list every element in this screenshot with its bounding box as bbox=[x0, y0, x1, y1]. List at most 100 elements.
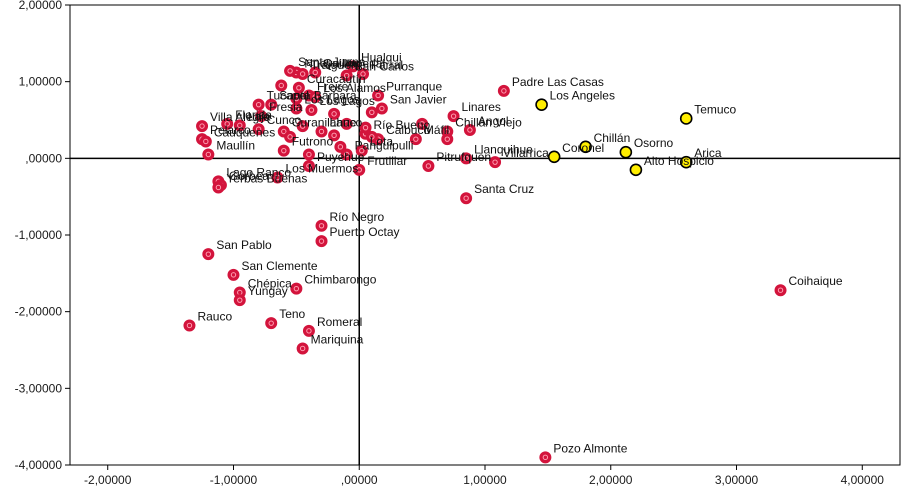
point-red bbox=[375, 102, 388, 115]
point-red bbox=[255, 110, 268, 123]
point-red-ring bbox=[777, 287, 784, 293]
point-label: Los Lagos bbox=[319, 94, 374, 108]
point-red-ring bbox=[425, 163, 432, 169]
point-red-ring bbox=[293, 95, 300, 102]
point-red-ring bbox=[362, 124, 369, 131]
point-label: Los Angeles bbox=[550, 89, 615, 103]
point-red-ring bbox=[274, 174, 281, 181]
point-label: Cauquenes bbox=[214, 125, 275, 139]
point-label: Puyehue bbox=[317, 150, 365, 164]
point-label: Laja bbox=[248, 109, 271, 123]
point-red bbox=[296, 120, 309, 133]
point-label: Yungay bbox=[248, 284, 288, 298]
point-red-ring bbox=[287, 68, 293, 74]
point-red-ring bbox=[463, 195, 469, 201]
point-red bbox=[365, 130, 378, 143]
point-red-ring bbox=[293, 105, 300, 112]
point-red-ring bbox=[492, 159, 498, 165]
point-label: Curacautín bbox=[307, 72, 366, 86]
point-label: Villa Alegre bbox=[210, 110, 270, 124]
point-red-ring bbox=[281, 147, 287, 154]
point-label: Maullín bbox=[216, 139, 255, 153]
point-red-ring bbox=[308, 107, 315, 113]
point-red bbox=[233, 119, 246, 132]
point-yellow bbox=[535, 98, 548, 111]
y-tick-label: -1,00000 bbox=[15, 228, 63, 242]
point-red bbox=[774, 284, 787, 297]
point-label: San Clemente bbox=[241, 259, 317, 273]
point-red bbox=[460, 152, 473, 165]
point-red bbox=[365, 106, 378, 119]
point-red-ring bbox=[299, 345, 306, 352]
point-yellow bbox=[629, 163, 643, 177]
point-red-ring bbox=[312, 69, 318, 76]
point-red bbox=[340, 148, 353, 161]
point-red-ring bbox=[281, 128, 287, 135]
point-red-ring bbox=[359, 147, 365, 154]
point-red bbox=[315, 125, 328, 138]
point-label: Fresia bbox=[269, 100, 303, 114]
point-label: Linares bbox=[462, 100, 501, 114]
point-red bbox=[334, 140, 347, 153]
point-label: Los Lagos bbox=[304, 93, 359, 107]
point-label: Pitrufquén bbox=[436, 150, 491, 164]
point-red bbox=[277, 144, 290, 157]
point-red bbox=[340, 69, 353, 82]
point-red-ring bbox=[343, 121, 350, 127]
point-red-ring bbox=[312, 94, 318, 100]
point-label: San Pablo bbox=[216, 238, 272, 252]
point-red-ring bbox=[255, 126, 262, 132]
point-label: Los Muermos bbox=[286, 162, 359, 176]
point-label: Llanquihue bbox=[474, 142, 533, 156]
point-label: Calbuco bbox=[386, 123, 430, 137]
point-red bbox=[309, 66, 322, 79]
point-yellow bbox=[679, 155, 693, 169]
point-label: Lago Ranco bbox=[226, 165, 291, 179]
point-red-ring bbox=[186, 322, 193, 329]
point-label: Pelarco bbox=[210, 123, 251, 137]
point-label: San Carlos bbox=[355, 60, 414, 74]
point-red-ring bbox=[343, 151, 350, 158]
point-red-ring bbox=[287, 134, 293, 140]
point-label: Lota bbox=[370, 135, 394, 149]
point-label: Hualqui bbox=[361, 50, 402, 64]
point-red bbox=[290, 92, 303, 105]
point-label: Villarrica bbox=[503, 146, 549, 160]
point-label: Freire bbox=[317, 79, 349, 93]
y-tick-label: ,00000 bbox=[25, 151, 62, 165]
point-label: Cunco bbox=[267, 113, 302, 127]
point-label: Teno bbox=[279, 307, 305, 321]
point-red-ring bbox=[293, 285, 300, 292]
point-yellow bbox=[579, 140, 592, 154]
point-red bbox=[328, 107, 341, 120]
point-red-ring bbox=[450, 113, 457, 119]
point-red-ring bbox=[318, 238, 325, 244]
y-axis-ticks: 2,00000 1,00000 ,00000 -1,00000 -2,00000 -3,0… bbox=[15, 0, 70, 472]
point-label: Purranque bbox=[386, 79, 442, 93]
point-label: San Javier bbox=[390, 93, 447, 107]
point-red-ring bbox=[350, 63, 356, 70]
point-red-ring bbox=[306, 328, 312, 334]
point-red-ring bbox=[268, 320, 274, 326]
point-label: Padre Las Casas bbox=[512, 75, 604, 89]
point-label: Santa Juana bbox=[298, 55, 366, 69]
point-red bbox=[355, 144, 368, 157]
y-tick-label: 1,00000 bbox=[19, 75, 63, 89]
point-red-ring bbox=[501, 88, 507, 94]
point-red bbox=[497, 84, 510, 97]
point-label: Rauco bbox=[197, 309, 232, 323]
point-red bbox=[284, 130, 297, 143]
point-label: Romeral bbox=[317, 315, 362, 329]
point-red bbox=[315, 235, 328, 248]
point-red-ring bbox=[199, 123, 205, 129]
point-red bbox=[212, 181, 225, 194]
point-red bbox=[305, 104, 318, 117]
x-axis-ticks: -2,00000 -1,00000 ,00000 1,00000 2,00000 3,00… bbox=[84, 465, 884, 487]
point-red bbox=[447, 110, 460, 123]
point-label: Santa Bárbara bbox=[279, 89, 357, 103]
point-label: Santa Cruz bbox=[474, 182, 534, 196]
point-label: Chépica bbox=[248, 277, 292, 291]
point-red-ring bbox=[356, 167, 362, 173]
point-red-ring bbox=[299, 123, 306, 129]
point-red-ring bbox=[224, 121, 230, 127]
